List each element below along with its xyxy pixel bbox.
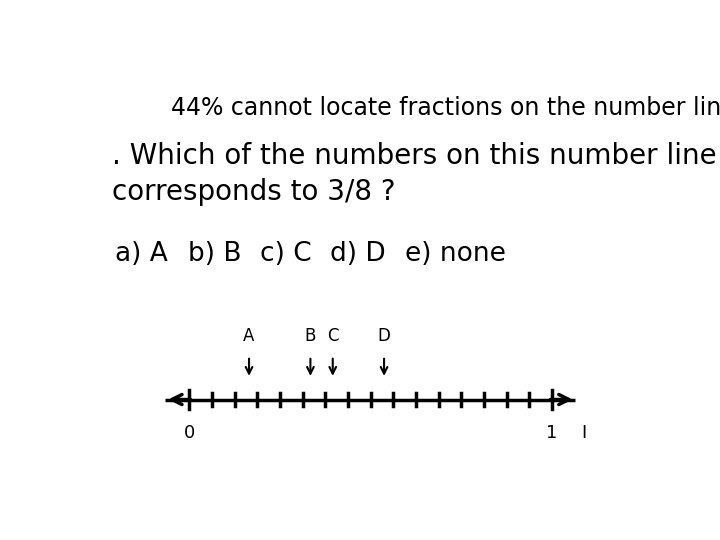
- Text: 0: 0: [184, 424, 195, 442]
- Text: B: B: [305, 327, 316, 346]
- Text: I: I: [581, 424, 587, 442]
- Text: . Which of the numbers on this number line: . Which of the numbers on this number li…: [112, 142, 717, 170]
- Text: 44% cannot locate fractions on the number line: 44% cannot locate fractions on the numbe…: [171, 97, 720, 120]
- Text: A: A: [243, 327, 255, 346]
- Text: d) D: d) D: [330, 241, 386, 267]
- Text: a) A: a) A: [115, 241, 168, 267]
- Text: e) none: e) none: [405, 241, 506, 267]
- Text: 1: 1: [546, 424, 558, 442]
- Text: C: C: [327, 327, 338, 346]
- Text: b) B: b) B: [188, 241, 241, 267]
- Text: D: D: [377, 327, 390, 346]
- Text: c) C: c) C: [260, 241, 312, 267]
- Text: corresponds to 3/8 ?: corresponds to 3/8 ?: [112, 178, 396, 206]
